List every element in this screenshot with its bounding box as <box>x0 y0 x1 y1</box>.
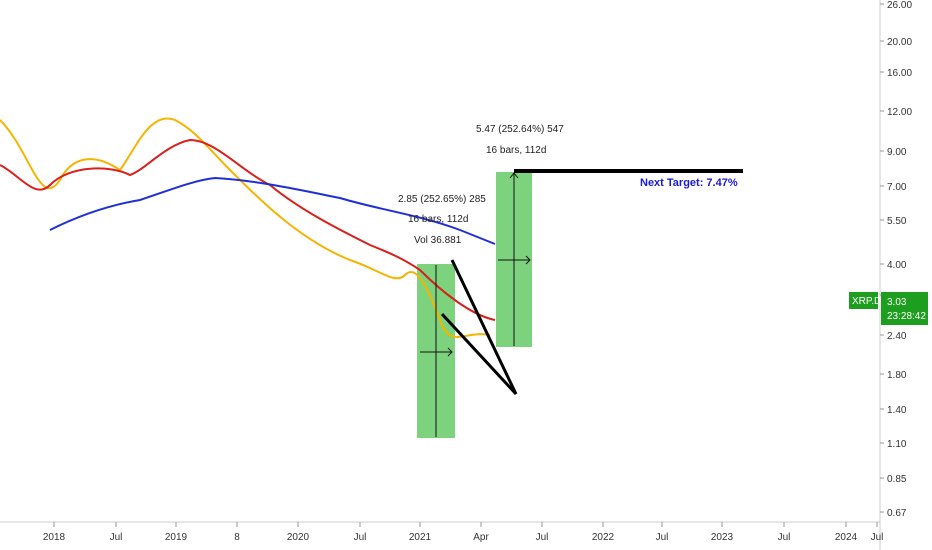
y-tick-label: 20.00 <box>887 37 912 48</box>
y-tick-label: 4.00 <box>887 260 907 271</box>
measure2-text-2: 16 bars, 112d <box>486 145 546 156</box>
x-tick-label: Jul <box>656 532 669 543</box>
plot-area[interactable] <box>0 0 880 522</box>
x-tick-label: Jul <box>871 532 884 543</box>
y-tick-label: 1.10 <box>887 439 907 450</box>
x-tick-label: 2023 <box>711 532 734 543</box>
x-tick-label: 2021 <box>409 532 432 543</box>
x-tick-label: 8 <box>234 532 240 543</box>
y-tick-label: 26.00 <box>887 0 912 11</box>
y-tick-label: 0.67 <box>887 508 907 519</box>
moving-averages-group <box>0 117 496 338</box>
measure1-text-2: 16 bars, 112d <box>408 214 468 225</box>
measure1-text-1: 2.85 (252.65%) 285 <box>398 194 486 205</box>
x-tick-label: Jul <box>536 532 549 543</box>
y-tick-label: 9.00 <box>887 147 907 158</box>
measure-arrow-1 <box>420 265 453 437</box>
time-axis[interactable]: 2018 Jul 2019 8 2020 Jul 2021 Apr Jul 2022 Jul 2023… <box>43 522 884 543</box>
price-axis[interactable]: 26.0020.0016.0012.009.007.005.504.003.20… <box>880 0 912 519</box>
y-tick-label: 1.40 <box>887 405 907 416</box>
x-tick-label: 2019 <box>165 532 188 543</box>
x-tick-label: 2024 <box>835 532 858 543</box>
badge-symbol: XRP.D <box>852 296 881 307</box>
x-tick-label: 2018 <box>43 532 66 543</box>
moving-average-line <box>49 176 496 245</box>
badge-price: 3.03 <box>887 297 907 308</box>
x-tick-label: Apr <box>473 532 489 543</box>
x-tick-label: Jul <box>778 532 791 543</box>
y-tick-label: 16.00 <box>887 68 912 79</box>
x-tick-label: 2020 <box>287 532 310 543</box>
y-tick-label: 0.85 <box>887 474 907 485</box>
wedge-lower-line[interactable] <box>440 312 518 396</box>
measure2-text-1: 5.47 (252.64%) 547 <box>476 124 564 135</box>
x-tick-label: Jul <box>354 532 367 543</box>
y-tick-label: 2.40 <box>887 331 907 342</box>
x-tick-label: Jul <box>110 532 123 543</box>
x-tick-label: 2022 <box>592 532 615 543</box>
moving-average-line <box>0 138 496 321</box>
badge-countdown: 23:28:42 <box>887 311 926 322</box>
wedge-upper-line[interactable] <box>450 259 518 395</box>
next-target-label: Next Target: 7.47% <box>640 177 738 189</box>
moving-average-line <box>0 117 491 338</box>
last-price-badge: XRP.D 3.03 23:28:42 <box>849 292 928 325</box>
y-tick-label: 7.00 <box>887 182 907 193</box>
y-tick-label: 5.50 <box>887 216 907 227</box>
measure1-text-3: Vol 36.881 <box>414 235 462 246</box>
y-tick-label: 1.80 <box>887 370 907 381</box>
y-tick-label: 12.00 <box>887 107 912 118</box>
